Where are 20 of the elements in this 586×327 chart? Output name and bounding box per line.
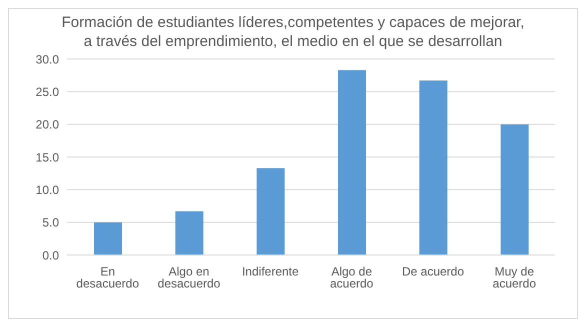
bar bbox=[94, 222, 122, 255]
x-tick-label: Indiferente bbox=[242, 264, 300, 279]
x-tick-label: Algo en desacuerdo bbox=[158, 264, 221, 291]
bar bbox=[338, 70, 366, 255]
y-tick-label: 0.0 bbox=[42, 248, 60, 262]
x-tick-label: Muy de acuerdo bbox=[492, 264, 536, 291]
x-tick-label: En desacuerdo bbox=[76, 264, 140, 291]
bar bbox=[175, 211, 204, 255]
x-tick-label: De acuerdo bbox=[402, 264, 464, 279]
y-tick-label: 10.0 bbox=[36, 182, 60, 197]
y-tick-label: 15.0 bbox=[36, 150, 60, 164]
x-tick-label: Algo de acuerdo bbox=[330, 264, 374, 291]
y-tick-label: 5.0 bbox=[42, 216, 60, 230]
y-tick-label: 30.0 bbox=[36, 52, 60, 66]
y-tick-label: 25.0 bbox=[36, 84, 60, 99]
bar bbox=[419, 80, 448, 255]
bar bbox=[256, 168, 285, 255]
y-tick-label: 20.0 bbox=[36, 118, 60, 132]
bar bbox=[500, 124, 529, 255]
chart-title: Formación de estudiantes líderes,competentes y capaces de mejorar, a través del emprendimiento, el medio en el que se desarrollan bbox=[60, 13, 526, 51]
